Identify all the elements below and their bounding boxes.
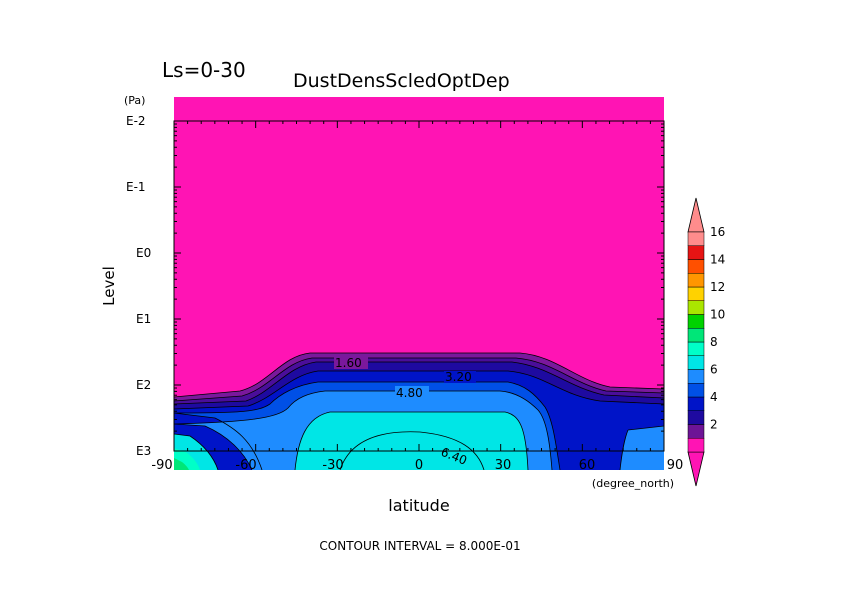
contour-label: 1.60 (335, 356, 362, 370)
y-tick-label: E2 (136, 378, 151, 392)
fill-level-9 (174, 458, 189, 470)
fill-level-7 (295, 412, 528, 470)
axis-ticks (173, 120, 665, 451)
x-unit-label: (degree_north) (592, 477, 674, 490)
x-axis-labels: -90 -60 -30 0 30 60 90 (degree_north) la… (151, 458, 683, 515)
y-tick-label: E3 (136, 444, 151, 458)
y-axis-labels: (Pa) E-2 E-1 E0 E1 E2 E3 Level (100, 94, 151, 458)
y-tick-label: E1 (136, 312, 151, 326)
colorbar-swatch (687, 369, 705, 384)
contour-lines (174, 352, 664, 470)
x-axis-title: latitude (388, 496, 449, 515)
y-axis-title: Level (100, 266, 118, 306)
x-tick-label: -60 (235, 458, 256, 473)
colorbar-tick-label: 8 (710, 335, 718, 349)
colorbar-swatch (687, 245, 705, 260)
y-tick-label: E-1 (126, 180, 146, 194)
x-tick-label: -90 (151, 458, 172, 473)
x-tick-label: 0 (415, 458, 423, 473)
colorbar-swatch (687, 300, 705, 315)
colorbar-tick-label: 2 (710, 418, 718, 432)
colorbar-swatch (687, 314, 705, 329)
colorbar-swatch (687, 438, 705, 453)
fill-level-6b (620, 426, 664, 470)
colorbar-swatch (687, 355, 705, 370)
colorbar-swatch (687, 410, 705, 425)
plot-region: 1.60 3.20 4.80 6.40 (174, 97, 664, 470)
colorbar-top-arrow (687, 197, 705, 233)
colorbar-tick-label: 6 (710, 363, 718, 377)
colorbar-tick-label: 4 (710, 390, 718, 404)
x-tick-label: 60 (579, 458, 596, 473)
y-unit-label: (Pa) (124, 94, 145, 107)
colorbar-swatch (687, 286, 705, 301)
colorbar-swatch (687, 341, 705, 356)
colorbar-tick-label: 14 (710, 253, 725, 267)
colorbar-tick-label: 12 (710, 280, 725, 294)
x-tick-label: 30 (495, 458, 512, 473)
colorbar-swatch (687, 273, 705, 288)
colorbar-swatch (687, 424, 705, 439)
colorbar-bottom-arrow (687, 451, 705, 487)
colorbar-tick-label: 10 (710, 308, 725, 322)
contour-label: 3.20 (445, 370, 472, 384)
colorbar-tick-label: 16 (710, 225, 725, 239)
x-tick-label: -30 (322, 458, 343, 473)
colorbar-swatch (687, 259, 705, 274)
y-tick-label: E0 (136, 246, 151, 260)
colorbar-swatch (687, 396, 705, 411)
contour-interval-note: CONTOUR INTERVAL = 8.000E-01 (319, 539, 520, 553)
x-tick-label: 90 (667, 458, 684, 473)
contour-label: 4.80 (396, 386, 423, 400)
y-tick-label: E-2 (126, 114, 146, 128)
colorbar-swatch (687, 231, 705, 246)
colorbar-swatch (687, 383, 705, 398)
chart-title-left: Ls=0-30 (162, 58, 246, 82)
contour-labels: 1.60 3.20 4.80 6.40 (334, 356, 476, 468)
colorbar-swatch (687, 328, 705, 343)
colorbar: 2 4 6 8 10 12 14 16 (687, 197, 725, 487)
chart-title: DustDensScledOptDep (293, 70, 510, 92)
